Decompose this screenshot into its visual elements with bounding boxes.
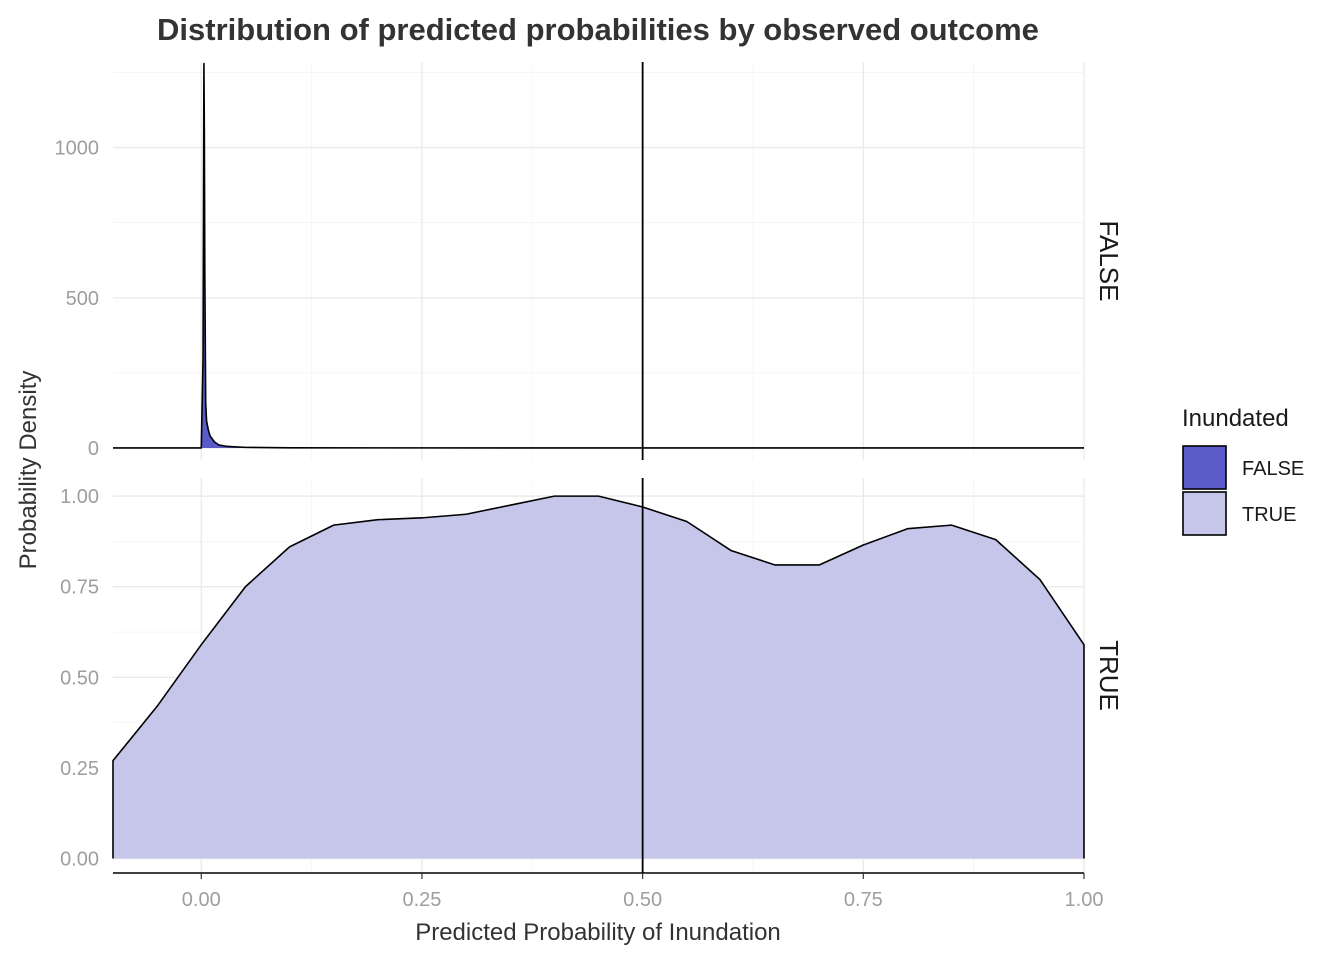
x-tick-label: 0.75: [844, 889, 883, 911]
panel-true: 0.00 0.25 0.50 0.75 1.00 TRUE: [60, 478, 1124, 873]
legend-title: Inundated: [1182, 405, 1289, 432]
legend-key-true: [1182, 491, 1227, 536]
density-area-false: [113, 63, 1084, 448]
facet-strip-label: TRUE: [1094, 640, 1124, 711]
x-tick-label: 0.50: [623, 889, 662, 911]
y-tick-label: 0.25: [60, 758, 99, 780]
facet-panels: 0 500 1000 FALSE 0.00 0.25 0.50 0.75 1.00 TRUE: [55, 62, 1124, 873]
y-axis-title: Probability Density: [15, 371, 42, 570]
y-tick-label: 0.50: [60, 667, 99, 689]
x-axis: 0.00 0.25 0.50 0.75 1.00: [113, 872, 1104, 911]
x-tick-label: 1.00: [1065, 889, 1104, 911]
density-area-true: [113, 496, 1084, 859]
legend-key-false: [1182, 445, 1227, 490]
y-tick-label: 1000: [55, 138, 100, 160]
legend-label: FALSE: [1242, 458, 1304, 480]
chart-title: Distribution of predicted probabilities …: [157, 12, 1039, 47]
facet-strip-label: FALSE: [1094, 221, 1124, 302]
y-tick-label: 0.75: [60, 577, 99, 599]
panel-false: 0 500 1000 FALSE: [55, 62, 1124, 460]
y-tick-label: 500: [66, 288, 99, 310]
y-tick-label: 0: [88, 438, 99, 460]
x-tick-label: 0.25: [402, 889, 441, 911]
x-axis-title: Predicted Probability of Inundation: [415, 919, 781, 946]
y-tick-label: 1.00: [60, 486, 99, 508]
y-tick-label: 0.00: [60, 849, 99, 871]
density-outline-true: [112, 495, 1085, 859]
x-tick-label: 0.00: [182, 889, 221, 911]
legend-label: TRUE: [1242, 504, 1296, 526]
legend: Inundated FALSE TRUE: [1182, 405, 1304, 536]
density-outline-false: [113, 62, 1084, 449]
